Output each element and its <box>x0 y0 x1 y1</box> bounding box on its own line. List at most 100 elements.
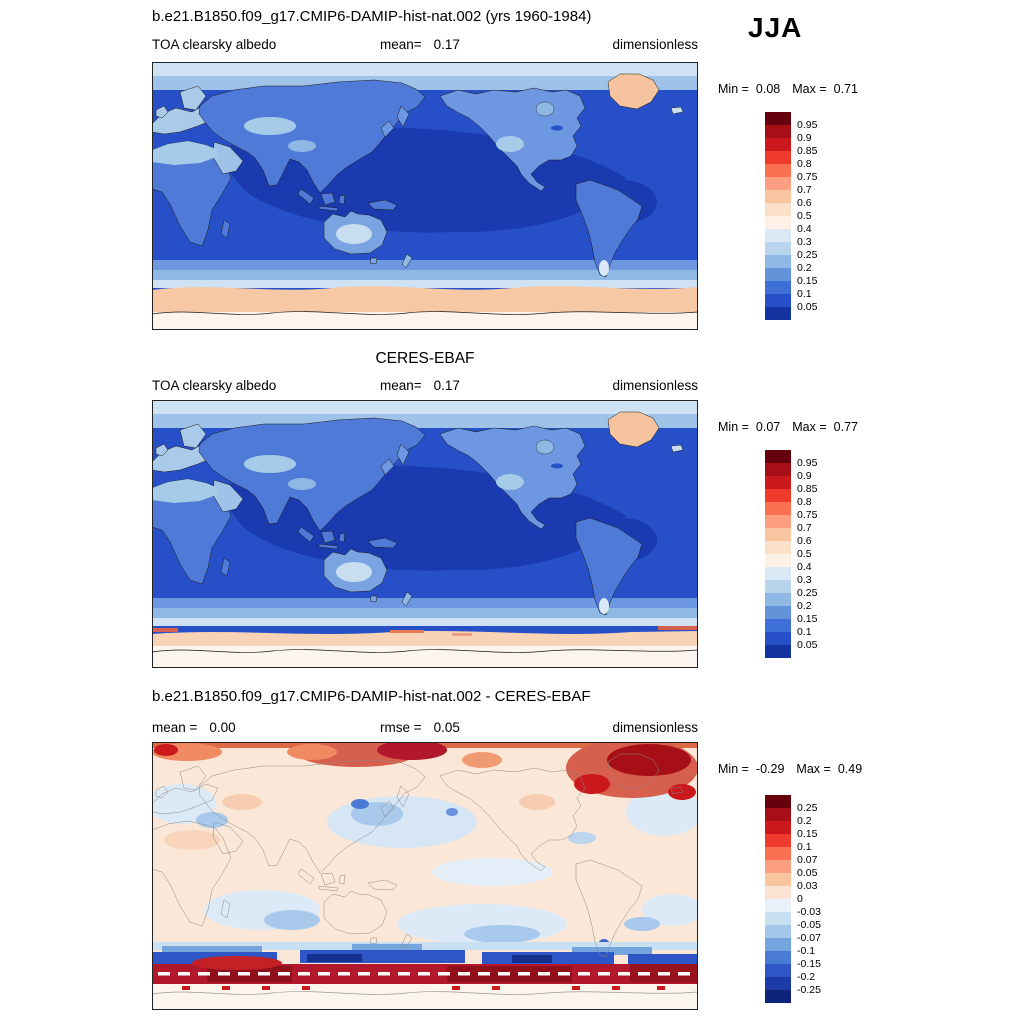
colorbar-label: 0.03 <box>797 879 818 892</box>
colorbar-label: 0.4 <box>797 560 812 573</box>
colorbar-box <box>765 528 791 541</box>
model-units-label: dimensionless <box>612 37 698 52</box>
colorbar-label: 0.05 <box>797 300 818 313</box>
colorbar-label: 0.8 <box>797 495 812 508</box>
colorbar-label: 0.7 <box>797 521 812 534</box>
colorbar-box <box>765 821 791 834</box>
colorbar-label: 0.75 <box>797 508 818 521</box>
colorbar-label: 0.5 <box>797 209 812 222</box>
colorbar-box <box>765 255 791 268</box>
colorbar-box <box>765 977 791 990</box>
colorbar-label: 0 <box>797 892 803 905</box>
colorbar-label: 0.85 <box>797 144 818 157</box>
colorbar-label: 0.1 <box>797 625 812 638</box>
colorbar-box <box>765 938 791 951</box>
colorbar-label: 0.07 <box>797 853 818 866</box>
max-label: Max = <box>796 762 831 776</box>
colorbar-label: 0.95 <box>797 118 818 131</box>
colorbar-box <box>765 515 791 528</box>
min-label: Min = <box>718 420 749 434</box>
colorbar-box <box>765 619 791 632</box>
colorbar-box <box>765 268 791 281</box>
colorbar-boxes <box>765 112 855 320</box>
colorbar-boxes <box>765 450 855 658</box>
colorbar-label: -0.07 <box>797 931 821 944</box>
colorbar-box <box>765 125 791 138</box>
mean-value: 0.00 <box>209 720 236 735</box>
obs-variable-label: TOA clearsky albedo <box>152 378 277 393</box>
colorbar-label: 0.05 <box>797 638 818 651</box>
model-title: b.e21.B1850.f09_g17.CMIP6-DAMIP-hist-nat… <box>152 8 592 25</box>
colorbar-label: 0.9 <box>797 469 812 482</box>
colorbar-label: 0.05 <box>797 866 818 879</box>
min-label: Min = <box>718 82 749 96</box>
mean-label: mean= <box>380 378 422 393</box>
colorbar-box <box>765 645 791 658</box>
max-label: Max = <box>792 420 827 434</box>
colorbar-label: 0.1 <box>797 840 812 853</box>
colorbar-label: 0.1 <box>797 287 812 300</box>
colorbar-box <box>765 307 791 320</box>
colorbar-box <box>765 281 791 294</box>
colorbar-box <box>765 964 791 977</box>
colorbar-box <box>765 860 791 873</box>
colorbar-box <box>765 808 791 821</box>
colorbar-box <box>765 177 791 190</box>
colorbar-label: 0.5 <box>797 547 812 560</box>
colorbar-box <box>765 164 791 177</box>
colorbar-box <box>765 899 791 912</box>
colorbar-box <box>765 112 791 125</box>
colorbar-box <box>765 242 791 255</box>
colorbar-box <box>765 554 791 567</box>
obs-minmax: Min = 0.07 Max = 0.77 <box>718 420 858 434</box>
colorbar-label: 0.15 <box>797 827 818 840</box>
map-obs <box>152 400 698 668</box>
colorbar-box <box>765 593 791 606</box>
colorbar-box <box>765 203 791 216</box>
diff-mean-stat: mean = 0.00 <box>152 720 236 735</box>
colorbar-label: 0.25 <box>797 801 818 814</box>
colorbar-box <box>765 216 791 229</box>
min-label: Min = <box>718 762 749 776</box>
map-model <box>152 62 698 330</box>
colorbar-box <box>765 847 791 860</box>
colorbar-box <box>765 632 791 645</box>
colorbar-box <box>765 886 791 899</box>
colorbar-box <box>765 489 791 502</box>
colorbar-box <box>765 567 791 580</box>
colorbar-box <box>765 951 791 964</box>
colorbar-label: 0.25 <box>797 586 818 599</box>
model-minmax: Min = 0.08 Max = 0.71 <box>718 82 858 96</box>
colorbar-label: 0.7 <box>797 183 812 196</box>
colorbar-box <box>765 151 791 164</box>
obs-units-label: dimensionless <box>612 378 698 393</box>
colorbar-label: -0.2 <box>797 970 816 983</box>
colorbar-box <box>765 476 791 489</box>
max-label: Max = <box>792 82 827 96</box>
model-mean-stat: mean= 0.17 <box>380 37 460 52</box>
colorbar-box <box>765 912 791 925</box>
colorbar-label: 0.6 <box>797 196 812 209</box>
colorbar-label: -0.15 <box>797 957 821 970</box>
colorbar-label: 0.85 <box>797 482 818 495</box>
colorbar-label: 0.75 <box>797 170 818 183</box>
colorbar-label: -0.25 <box>797 983 821 996</box>
colorbar-box <box>765 606 791 619</box>
max-value: 0.77 <box>833 420 858 434</box>
rmse-value: 0.05 <box>433 720 460 735</box>
mean-label: mean= <box>380 37 422 52</box>
colorbar-label: 0.4 <box>797 222 812 235</box>
rmse-label: rmse = <box>380 720 422 735</box>
max-value: 0.49 <box>837 762 863 776</box>
colorbar-label: 0.3 <box>797 573 812 586</box>
colorbar-diff: 0.25 0.2 0.15 0.1 0.07 0.05 0.03 0 -0.03 -0.05 -0.… <box>765 795 855 1003</box>
colorbar-label: 0.25 <box>797 248 818 261</box>
colorbar-label: 0.15 <box>797 274 818 287</box>
colorbar-box <box>765 873 791 886</box>
colorbar-box <box>765 450 791 463</box>
mean-value: 0.17 <box>433 37 460 52</box>
colorbar-label: -0.05 <box>797 918 821 931</box>
map-diff <box>152 742 698 1010</box>
min-value: 0.08 <box>755 82 781 96</box>
